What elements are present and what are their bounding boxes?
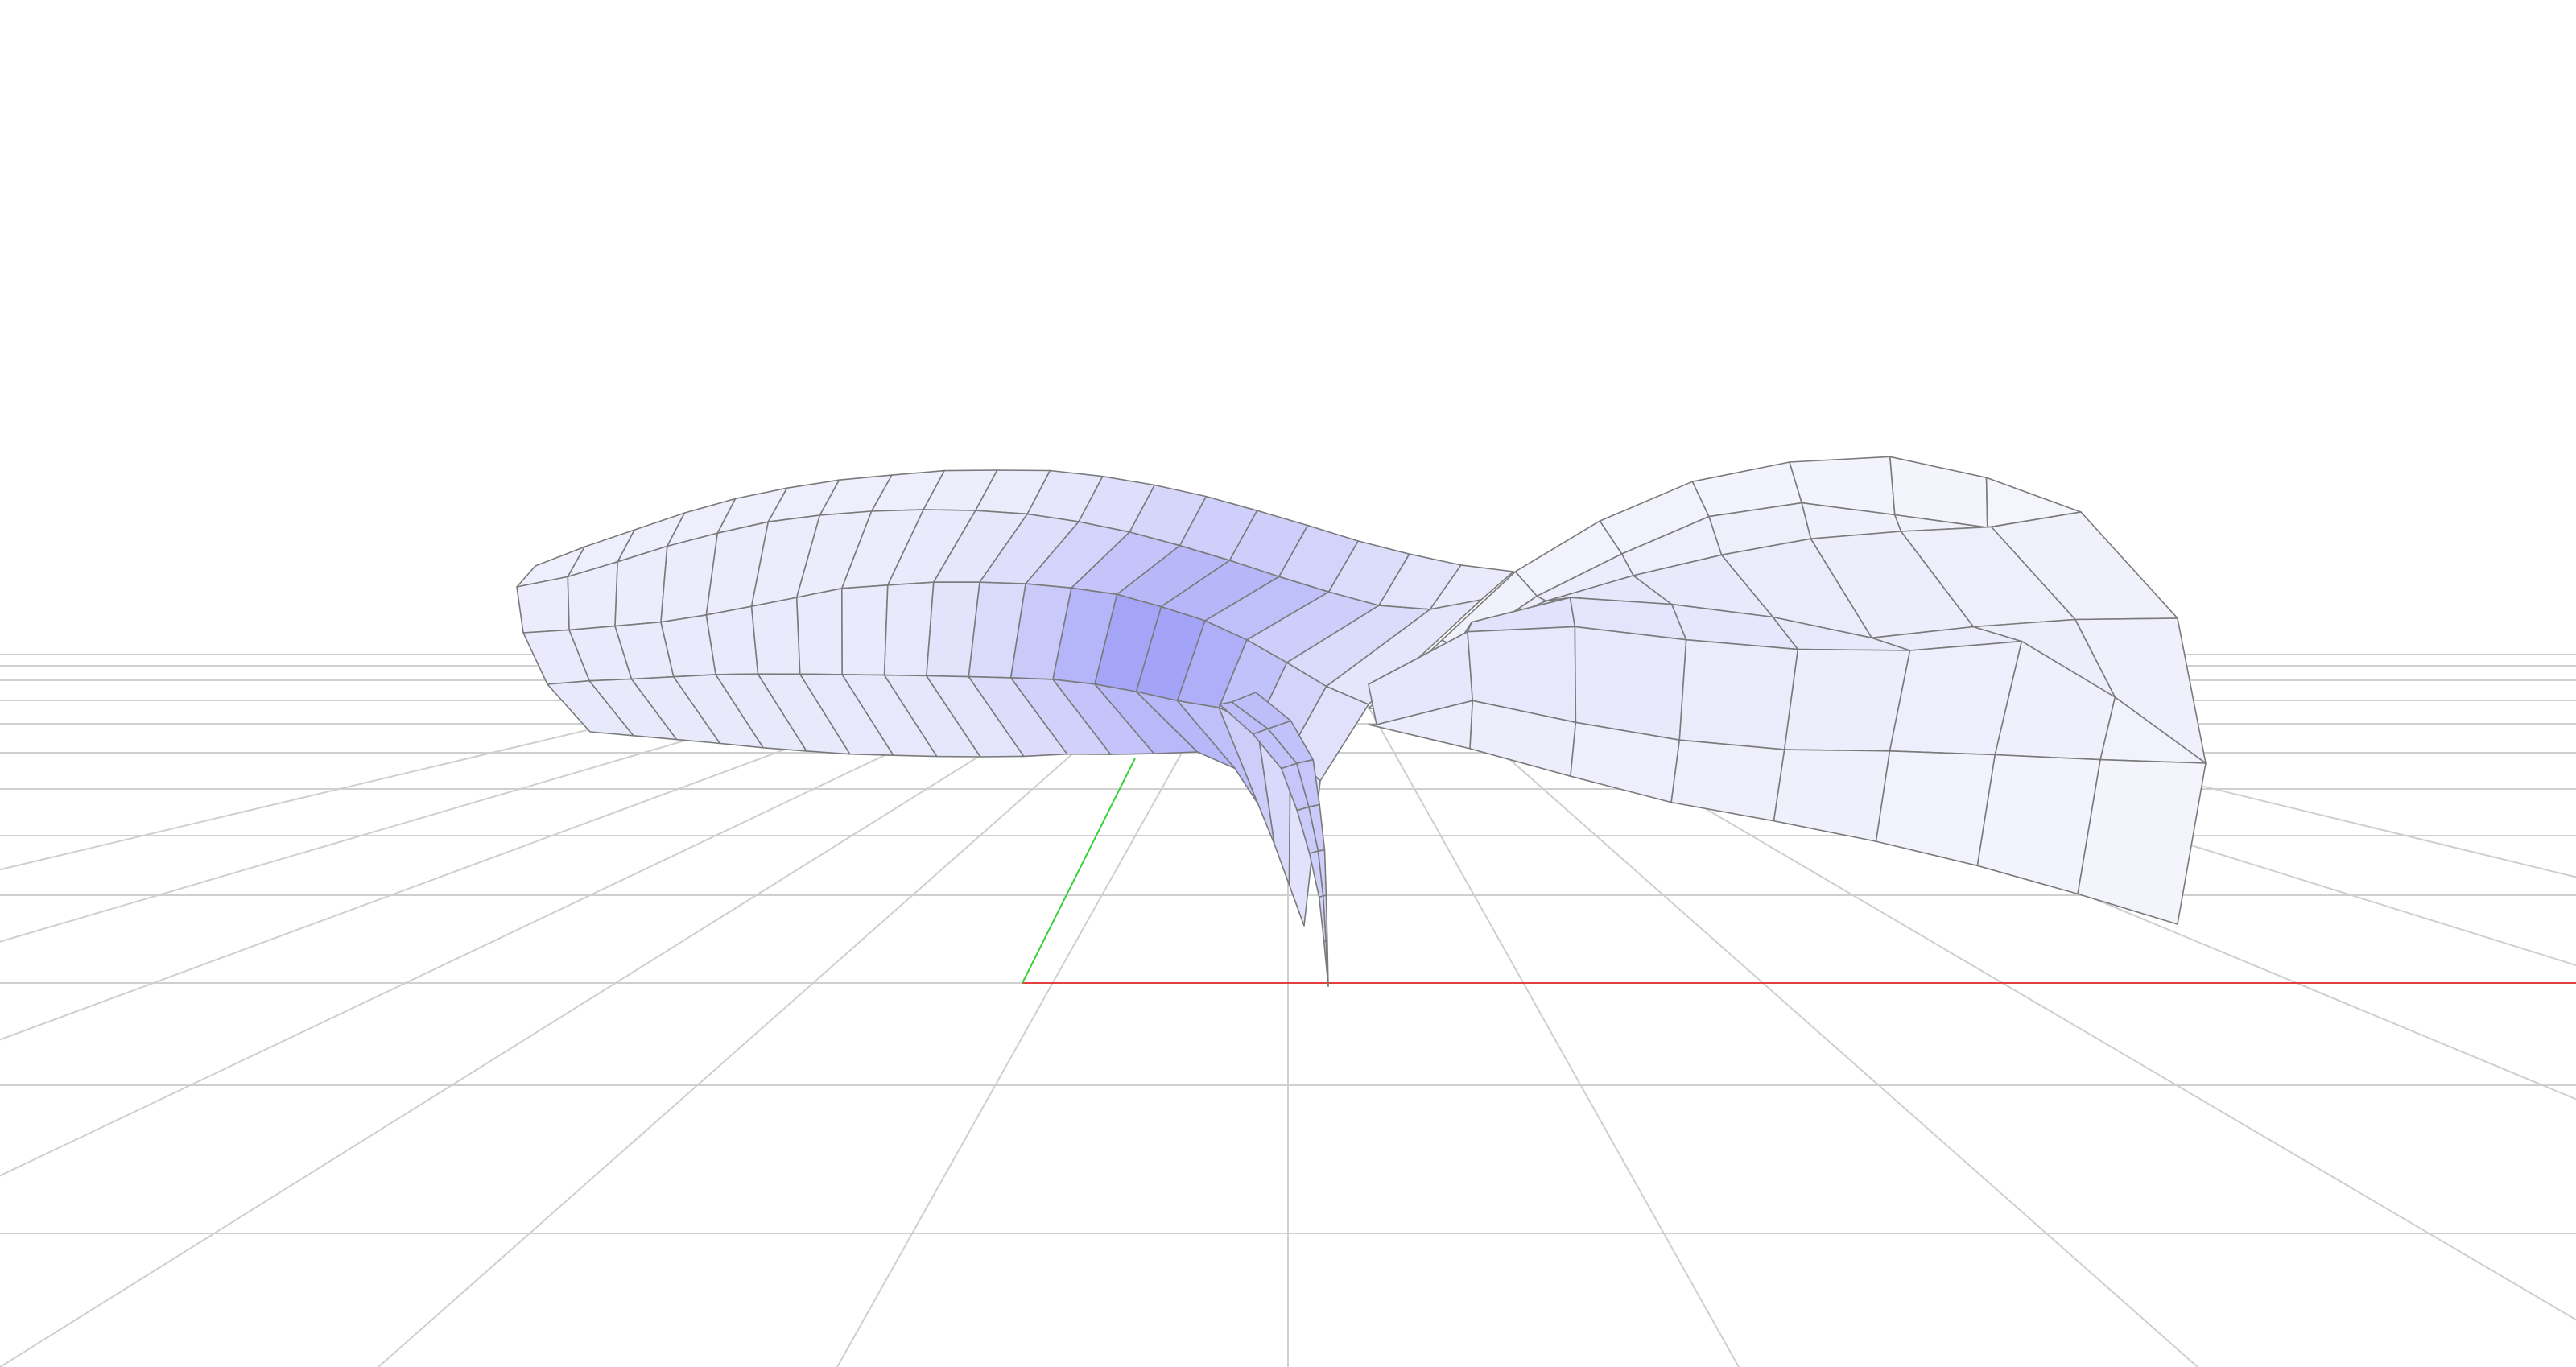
grid-line-radial bbox=[1338, 654, 1740, 1367]
surface-face bbox=[841, 584, 889, 676]
axes bbox=[1022, 758, 2576, 984]
grid-line-radial bbox=[0, 654, 906, 871]
grid-line-radial bbox=[1390, 654, 2198, 1367]
surface-face bbox=[1783, 648, 1911, 752]
surface-face bbox=[795, 588, 843, 675]
surface-face bbox=[2077, 758, 2207, 925]
surface-face bbox=[705, 605, 759, 675]
surface-face bbox=[1325, 940, 1329, 987]
grid-line-radial bbox=[0, 654, 1097, 1177]
grid-line-radial bbox=[378, 654, 1186, 1367]
grid-line-radial bbox=[0, 654, 979, 943]
grid-line-radial bbox=[836, 654, 1238, 1367]
surface-face bbox=[1773, 749, 1891, 842]
surface-face bbox=[516, 576, 570, 634]
grid-line-radial bbox=[0, 654, 1143, 1367]
surface-face bbox=[1875, 750, 1996, 867]
surface-face bbox=[883, 581, 935, 677]
surface-mesh bbox=[516, 456, 2207, 987]
grid-line-radial bbox=[0, 654, 1042, 1041]
surface-face bbox=[1678, 638, 1799, 750]
surface-face bbox=[750, 597, 801, 675]
surface-face bbox=[1670, 739, 1785, 822]
y-axis-line bbox=[1022, 758, 1136, 984]
surface-face bbox=[1574, 626, 1687, 741]
